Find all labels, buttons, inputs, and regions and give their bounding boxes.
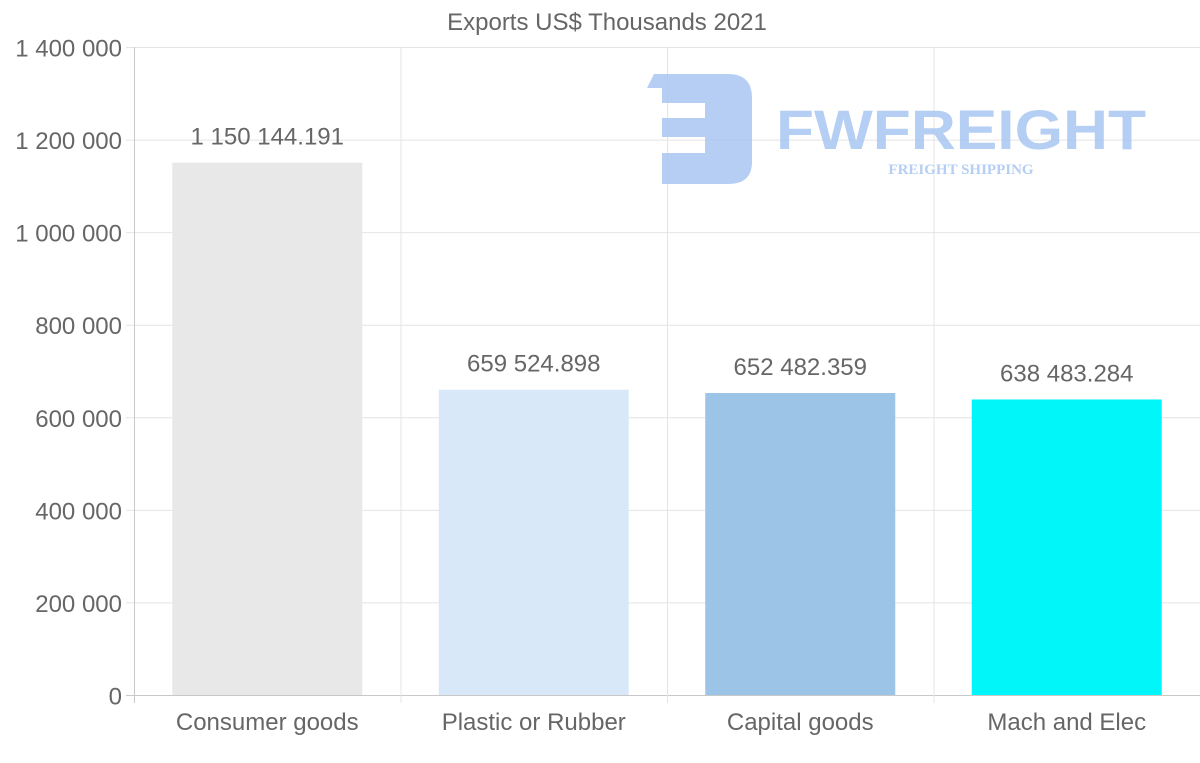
x-tick-label: Mach and Elec	[987, 709, 1146, 736]
bars: 1 150 144.191 659 524.898 652 482.359 638 4…	[172, 124, 1162, 695]
watermark-tagline: FREIGHT SHIPPING	[888, 162, 1033, 178]
y-tick-label: 1 000 000	[15, 221, 122, 248]
x-axis: Consumer goods Plastic or Rubber Capital g…	[176, 709, 1146, 736]
y-tick-label: 1 400 000	[15, 36, 122, 63]
y-tick-label: 400 000	[35, 498, 122, 525]
logo-mark-icon	[647, 74, 752, 184]
bar	[172, 162, 363, 695]
y-tick-label: 200 000	[35, 591, 122, 618]
data-label: 652 482.359	[734, 354, 867, 381]
watermark-brand: FWFREIGHT	[776, 98, 1146, 161]
data-label: 638 483.284	[1000, 360, 1133, 387]
data-label: 659 524.898	[467, 351, 600, 378]
y-axis: 0 200 000 400 000 600 000 800 000 1 000 000 1 …	[15, 36, 122, 711]
watermark-logo: FWFREIGHT FREIGHT SHIPPING	[647, 74, 1146, 184]
y-tick-label: 600 000	[35, 406, 122, 433]
bar	[438, 389, 629, 695]
y-tick-label: 800 000	[35, 313, 122, 340]
x-tick-label: Plastic or Rubber	[442, 709, 626, 736]
y-tick-label: 1 200 000	[15, 128, 122, 155]
data-label: 1 150 144.191	[191, 124, 344, 151]
y-tick-label: 0	[109, 684, 122, 711]
x-tick-label: Consumer goods	[176, 709, 359, 736]
x-tick-label: Capital goods	[727, 709, 874, 736]
bar	[705, 392, 896, 695]
bar	[971, 399, 1162, 695]
chart-title: Exports US$ Thousands 2021	[447, 9, 767, 36]
